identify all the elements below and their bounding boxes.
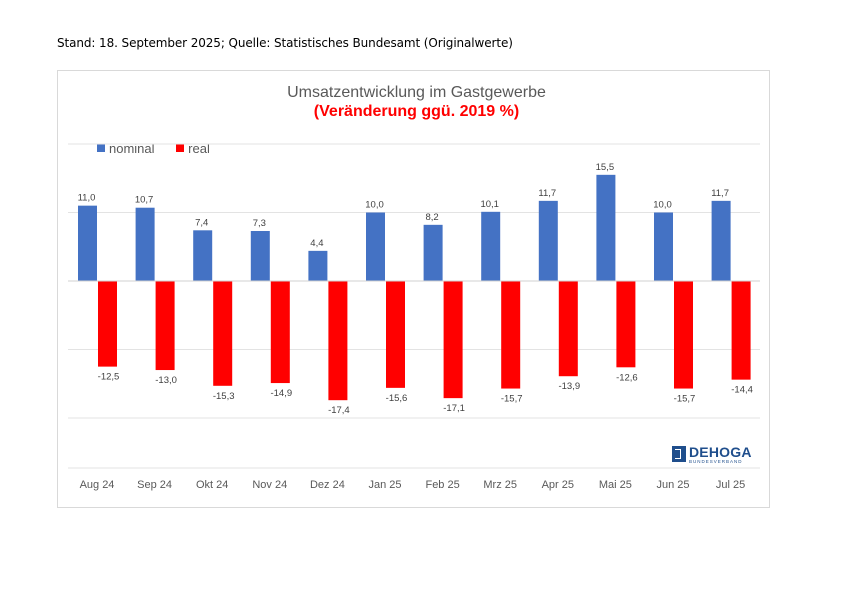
bar-nominal (711, 200, 731, 281)
bar-real (616, 281, 636, 368)
logo-subtitle: BUNDESVERBAND (689, 459, 743, 464)
data-label-nominal: 10,0 (365, 200, 384, 211)
data-label-nominal: 7,3 (253, 218, 266, 229)
legend-item-real: real (176, 141, 210, 156)
data-label-nominal: 7,4 (195, 217, 208, 228)
bar-nominal (193, 230, 213, 281)
data-label-real: -15,7 (501, 394, 523, 405)
bar-real (270, 281, 290, 384)
category-label: Aug 24 (80, 479, 115, 491)
data-label-real: -17,4 (328, 405, 350, 416)
bar-nominal (481, 211, 501, 281)
legend-label-nominal: nominal (109, 141, 155, 156)
data-label-real: -13,9 (558, 381, 580, 392)
logo-name: DEHOGA (689, 444, 752, 460)
bar-real (674, 281, 693, 389)
data-label-real: -17,1 (443, 403, 465, 414)
data-label-real: -14,9 (270, 388, 292, 399)
data-label-nominal: 8,2 (425, 212, 438, 223)
chart-subtitle: (Veränderung ggü. 2019 %) (313, 103, 520, 120)
data-label-nominal: 10,1 (480, 199, 499, 210)
bar-real (386, 281, 405, 388)
category-label: Mai 25 (599, 479, 632, 491)
bar-real (558, 281, 578, 377)
dehoga-logo-icon (672, 446, 686, 462)
data-label-real: -12,5 (98, 372, 120, 383)
bar-nominal (250, 230, 270, 281)
data-label-nominal: 10,0 (653, 200, 672, 211)
category-label: Feb 25 (425, 479, 459, 491)
bar-real (213, 281, 233, 386)
legend-swatch-nominal (97, 144, 105, 152)
bar-nominal (366, 212, 385, 281)
bar-real (328, 281, 348, 401)
category-label: Jul 25 (716, 479, 745, 491)
bar-real (731, 281, 751, 380)
bar-real (501, 281, 521, 389)
bar-real (155, 281, 175, 371)
bar-nominal (78, 205, 97, 281)
legend-swatch-real (176, 144, 185, 152)
data-label-nominal: 11,0 (78, 193, 96, 204)
data-label-real: -12,6 (616, 372, 638, 383)
data-label-real: -13,0 (155, 375, 177, 386)
source-note: Stand: 18. September 2025; Quelle: Stati… (57, 36, 513, 50)
category-label: Mrz 25 (483, 479, 517, 491)
category-label: Jan 25 (368, 479, 401, 491)
category-label: Sep 24 (137, 479, 172, 491)
category-label: Apr 25 (542, 479, 574, 491)
bar-nominal (654, 212, 673, 281)
category-label: Dez 24 (310, 479, 345, 491)
data-label-real: -14,4 (731, 385, 753, 396)
bar-nominal (538, 200, 558, 281)
bar-real (98, 281, 117, 367)
chart-legend: nominal real (97, 141, 228, 156)
bar-nominal (423, 224, 443, 281)
data-label-nominal: 10,7 (135, 195, 154, 206)
bar-real (443, 281, 463, 399)
bar-nominal (596, 174, 616, 281)
bar-nominal (135, 207, 155, 281)
legend-label-real: real (188, 141, 210, 156)
data-label-real: -15,6 (386, 393, 408, 404)
legend-item-nominal: nominal (97, 141, 155, 156)
bar-nominal (308, 250, 328, 281)
data-label-real: -15,7 (674, 394, 696, 405)
data-label-nominal: 11,7 (711, 188, 729, 199)
chart-title: Umsatzentwicklung im Gastgewerbe (287, 84, 546, 101)
data-label-nominal: 4,4 (310, 238, 323, 249)
data-label-nominal: 15,5 (596, 162, 615, 173)
data-label-nominal: 11,7 (538, 188, 556, 199)
category-label: Nov 24 (252, 479, 287, 491)
data-label-real: -15,3 (213, 391, 235, 402)
category-label: Jun 25 (656, 479, 689, 491)
category-label: Okt 24 (196, 479, 228, 491)
chart-frame (57, 70, 770, 508)
